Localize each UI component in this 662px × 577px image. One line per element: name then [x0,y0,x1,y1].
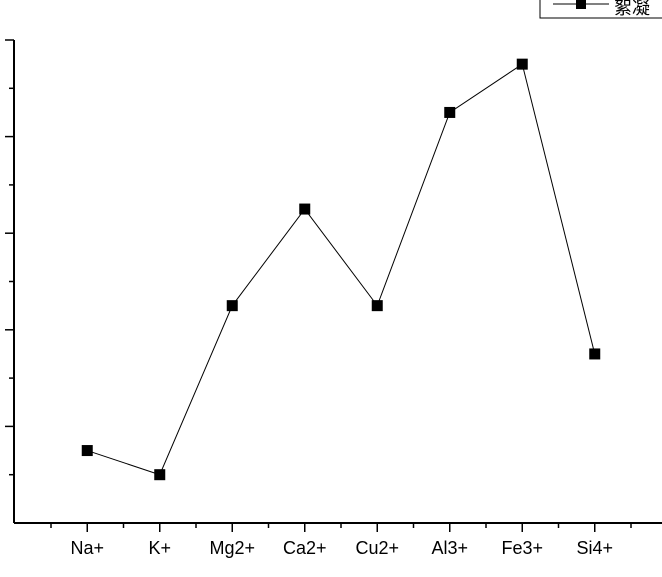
legend-marker-sample [576,0,586,9]
data-point-marker [371,300,383,312]
x-tick-label: Al3+ [431,538,468,558]
data-point-marker [444,106,456,118]
x-tick-label: Ca2+ [283,538,327,558]
data-point-marker [226,300,238,312]
data-point-marker [154,469,166,481]
data-point-marker [81,445,93,457]
x-tick-label: Cu2+ [355,538,399,558]
x-tick-label: Fe3+ [501,538,543,558]
data-point-marker [299,203,311,215]
x-tick-label: Si4+ [576,538,613,558]
x-tick-label: K+ [148,538,171,558]
x-tick-label: Mg2+ [209,538,255,558]
axes: Na+ K+ Mg2+ Ca2+ Cu2+ Al3+ Fe3+ Si4+ [5,39,662,558]
series-layer [81,58,601,481]
x-tick-label: Na+ [70,538,104,558]
data-point-marker [516,58,528,70]
legend: 絮凝 [539,0,662,19]
series-line [87,63,596,476]
legend-label: 絮凝 [614,0,650,18]
data-point-marker [589,348,601,360]
